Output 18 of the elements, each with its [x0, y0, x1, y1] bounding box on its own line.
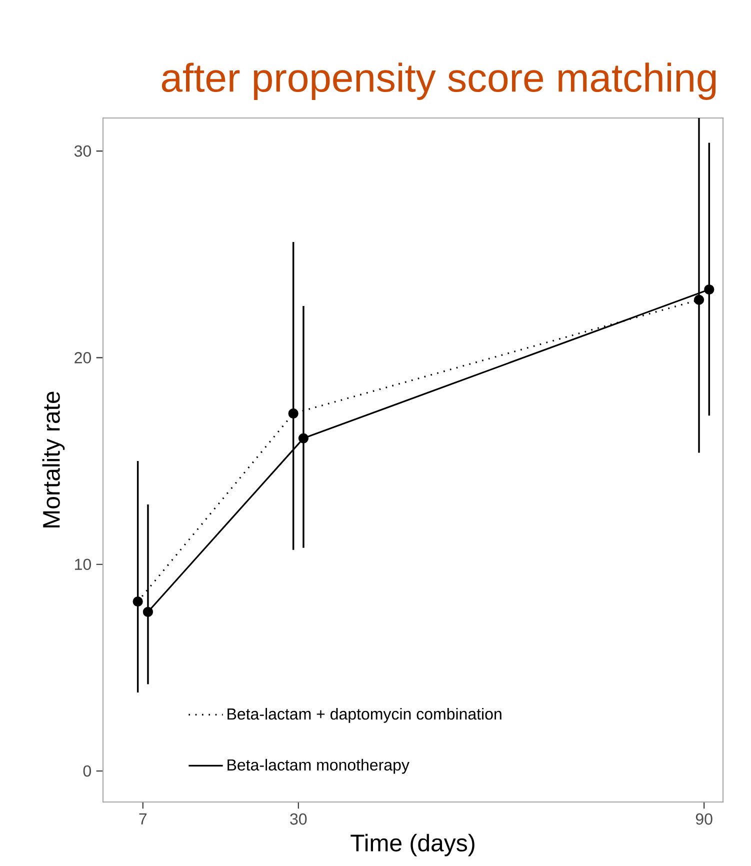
- y-tick-label: 30: [74, 145, 91, 157]
- point: [298, 433, 309, 444]
- x-tick-label: 30: [290, 813, 307, 825]
- legend-label: Beta-lactam monotherapy: [228, 758, 410, 774]
- y-tick-label: 0: [83, 765, 92, 777]
- point: [288, 408, 298, 419]
- y-tick-label: 20: [74, 352, 91, 364]
- x-tick-label: 90: [696, 813, 712, 825]
- y-axis-title: Mortality rate: [42, 392, 65, 528]
- y-tick-label: 10: [75, 558, 91, 570]
- point: [694, 294, 704, 305]
- x-axis-title: Time (days): [350, 834, 474, 856]
- chart-title: after propensity score matching: [162, 62, 716, 100]
- point: [132, 596, 143, 607]
- point: [704, 284, 714, 295]
- point: [142, 606, 154, 617]
- legend-label: Beta-lactam + daptomycin combination: [228, 708, 502, 723]
- x-tick-label: 7: [139, 813, 147, 824]
